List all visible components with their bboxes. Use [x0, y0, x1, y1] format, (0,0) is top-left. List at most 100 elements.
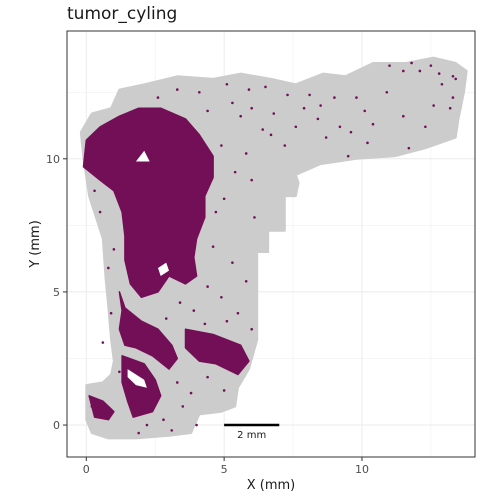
y-axis-title: Y (mm): [28, 220, 43, 269]
tumor-cell-point: [145, 423, 149, 427]
tumor-cell-point: [192, 309, 196, 312]
tumor-cell-point: [250, 327, 254, 331]
tumor-cell-cluster: [184, 328, 250, 376]
tumor-cell-point: [286, 93, 289, 97]
scale-bar: 2 mm: [224, 423, 280, 441]
tumor-cell-cluster: [88, 395, 115, 421]
tumor-cell-point: [451, 96, 455, 99]
tumor-cell-point: [206, 285, 209, 288]
tumor-cell-point: [454, 77, 458, 81]
x-tick-label: 0: [83, 463, 90, 476]
tumor-cell-cluster: [118, 291, 179, 370]
tissue-gap: [158, 262, 169, 276]
tumor-cell-point: [402, 114, 405, 118]
tumor-cell-point: [264, 85, 267, 89]
tumor-cell-point: [93, 189, 96, 193]
tumor-cell-point: [250, 106, 254, 110]
tumor-cell-point: [338, 125, 342, 129]
tumor-cell-point: [440, 82, 444, 86]
tumor-cell-point: [129, 117, 132, 121]
tumor-cell-point: [162, 418, 165, 422]
tumor-cell-point: [429, 64, 433, 67]
tumor-cell-point: [222, 197, 226, 201]
tumor-cell-point: [333, 96, 336, 99]
tumor-cell-point: [269, 133, 273, 137]
tumor-cell-point: [294, 125, 298, 129]
tumor-cell-point: [239, 114, 242, 118]
tumor-cell-point: [220, 295, 223, 299]
tumor-cell-point: [349, 130, 353, 134]
tumor-cell-point: [371, 122, 375, 126]
tumor-cell-point: [206, 109, 209, 113]
y-tick-label: 5: [53, 286, 60, 299]
tumor-cell-point: [214, 210, 218, 214]
tumor-cell-point: [402, 69, 405, 73]
tumor-cell-point: [388, 64, 391, 67]
tumor-cell-point: [156, 96, 160, 99]
tumor-cell-point: [261, 128, 265, 131]
tumor-cell-point: [90, 405, 94, 408]
tumor-cell-point: [231, 261, 234, 264]
tumor-cell-point: [316, 117, 320, 121]
tumor-cell-point: [236, 311, 240, 315]
tumor-cell-point: [206, 375, 209, 379]
tumor-cell-point: [302, 106, 306, 110]
y-tick-label: 10: [46, 153, 60, 166]
tumor-cell-point: [178, 301, 182, 304]
tumor-cell-point: [451, 74, 455, 78]
tumor-cell-point: [407, 146, 411, 150]
x-tick-label: 5: [221, 463, 228, 476]
tumor-cell-point: [222, 389, 226, 392]
tumor-cell-point: [195, 423, 198, 427]
x-tick-label: 10: [355, 463, 369, 476]
tumor-cell-point: [189, 391, 193, 395]
tissue-gap: [127, 369, 147, 388]
tumor-cell-point: [385, 90, 389, 94]
tumor-cell-point: [231, 101, 234, 105]
tumor-cell-point: [308, 93, 311, 97]
tumor-cell-point: [239, 357, 242, 360]
tumor-cell-point: [424, 125, 427, 129]
tumor-cell-point: [175, 88, 179, 91]
y-tick-label: 0: [53, 419, 60, 432]
tumor-cell-point: [247, 88, 251, 91]
cell-points: [79, 56, 468, 440]
tumor-cell-point: [253, 216, 256, 219]
tumor-cell-cluster: [121, 355, 162, 418]
tumor-cell-cluster: [82, 107, 214, 299]
tumor-cell-point: [118, 370, 121, 374]
tumor-cell-point: [355, 96, 358, 99]
tumor-cell-point: [107, 266, 110, 270]
tumor-cell-point: [244, 152, 248, 155]
tumor-cell-point: [164, 317, 168, 320]
tumor-cell-point: [203, 322, 207, 326]
tumor-cell-point: [112, 248, 116, 251]
tumor-cell-point: [410, 61, 413, 65]
tumor-cell-point: [233, 170, 237, 174]
tumor-cell-point: [324, 136, 328, 139]
tumor-cell-point: [217, 349, 220, 352]
tumor-cell-point: [319, 104, 322, 107]
tumor-cell-point: [250, 178, 254, 182]
chart-title: tumor_cyling: [67, 4, 178, 24]
x-axis-title: X (mm): [247, 478, 296, 493]
tumor-cell-point: [198, 90, 201, 94]
tumor-cell-point: [137, 431, 140, 435]
tumor-cell-point: [175, 381, 179, 384]
tumor-cell-point: [346, 154, 350, 158]
tissue-gap: [135, 150, 150, 162]
tumor-cell-point: [244, 279, 248, 283]
tumor-cell-point: [437, 72, 441, 75]
axes: 0 5 10 0 5 10: [46, 153, 369, 476]
tumor-cell-point: [366, 141, 369, 145]
tumor-cell-point: [181, 405, 185, 408]
tumor-cell-point: [170, 429, 174, 432]
tumor-cell-point: [283, 144, 287, 147]
tumor-cell-point: [220, 144, 223, 147]
panel-border: [66, 30, 476, 458]
tumor-cell-point: [101, 341, 105, 344]
tumor-cell-point: [225, 82, 229, 86]
tumor-cell-point: [448, 106, 452, 110]
tumor-cell-point: [211, 245, 215, 248]
